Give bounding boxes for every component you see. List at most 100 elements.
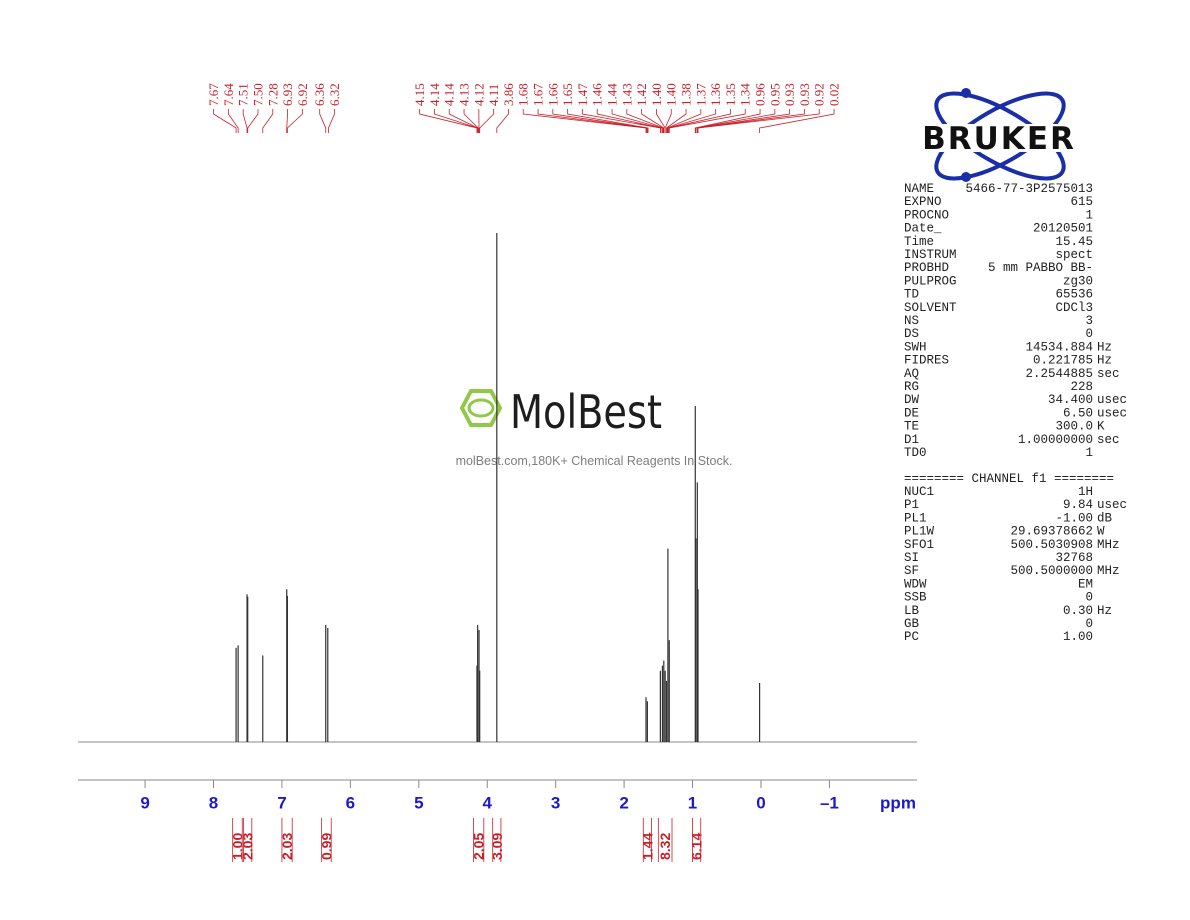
- param-value: 0.221785: [1033, 354, 1093, 368]
- peak-leader: [287, 109, 303, 133]
- peak-leader: [496, 109, 509, 133]
- integral-label: 2.03: [279, 833, 295, 860]
- param-unit: MHz: [1097, 538, 1120, 552]
- param-value: 0: [1085, 591, 1093, 605]
- bruker-logo: BRUKER: [903, 88, 1095, 182]
- param-name: TD: [904, 288, 919, 302]
- param-name: WDW: [904, 577, 927, 591]
- param-value: 0: [1085, 327, 1093, 341]
- peak-label: 7.50: [250, 83, 265, 106]
- param-name: AQ: [904, 367, 919, 381]
- peak-label: 0.92: [812, 83, 827, 106]
- param-unit: sec: [1097, 367, 1120, 381]
- param-value: 228: [1070, 380, 1093, 394]
- peak-label: 4.12: [471, 83, 486, 106]
- peak-label: 1.46: [590, 83, 605, 106]
- param-name: PC: [904, 630, 919, 644]
- x-tick-label: 0: [756, 794, 765, 813]
- peak-label: 7.64: [221, 83, 236, 106]
- param-name: FIDRES: [904, 354, 949, 368]
- integral-bracket: [473, 818, 485, 862]
- peak-leader: [668, 109, 746, 133]
- integral-label: 0.99: [318, 833, 334, 860]
- x-tick-label: 1: [688, 794, 697, 813]
- param-value: 9.84: [1063, 498, 1093, 512]
- peak-label: 0.96: [753, 83, 768, 106]
- param-value: CDCl3: [1055, 301, 1093, 315]
- param-unit: W: [1097, 525, 1105, 539]
- param-name: DW: [904, 393, 920, 407]
- peak-label: 0.93: [782, 83, 797, 106]
- peak-leader: [582, 109, 661, 133]
- param-value: 20120501: [1033, 222, 1093, 236]
- peak-label: 4.14: [442, 83, 457, 106]
- param-unit: usec: [1097, 498, 1127, 512]
- integral-bracket: [281, 818, 293, 862]
- param-name: PL1W: [904, 525, 935, 539]
- param-value: 5 mm PABBO BB-: [988, 261, 1093, 275]
- param-name: NUC1: [904, 485, 934, 499]
- param-value: spect: [1055, 248, 1093, 262]
- peak-leader: [227, 109, 239, 133]
- peak-leader: [696, 109, 791, 133]
- integral-bracket: [657, 818, 673, 862]
- param-value: 1.00000000: [1018, 433, 1093, 447]
- peak-leader: [537, 109, 648, 133]
- integral-bracket: [321, 818, 332, 862]
- x-tick-label: 8: [209, 794, 218, 813]
- param-name: SF: [904, 564, 919, 578]
- peak-label: 1.36: [708, 83, 723, 106]
- param-unit: dB: [1097, 511, 1113, 525]
- param-unit: Hz: [1097, 604, 1112, 618]
- param-value: 0.30: [1063, 604, 1093, 618]
- peak-label: 7.67: [206, 83, 221, 106]
- param-unit: usec: [1097, 393, 1127, 407]
- param-name: TE: [904, 420, 919, 434]
- param-value: -1.00: [1055, 511, 1093, 525]
- x-axis-label: ppm: [880, 794, 916, 813]
- param-name: NAME: [904, 182, 934, 196]
- peak-leader: [667, 109, 717, 133]
- peak-label: 1.35: [723, 83, 738, 106]
- logo-text: BRUKER: [922, 121, 1076, 157]
- param-name: P1: [904, 498, 919, 512]
- peak-label: 1.65: [560, 83, 575, 106]
- integral-label: 1.00: [229, 833, 245, 860]
- peak-leader: [666, 109, 702, 133]
- param-name: SOLVENT: [904, 301, 957, 315]
- peak-label: 7.51: [236, 83, 251, 106]
- peak-label: 1.43: [619, 83, 634, 106]
- param-value: 14534.884: [1025, 340, 1093, 354]
- param-unit: sec: [1097, 433, 1120, 447]
- param-name: Date_: [904, 222, 942, 236]
- param-value: 65536: [1055, 288, 1093, 302]
- watermark-icon: [467, 398, 495, 418]
- peak-label: 1.66: [545, 83, 560, 106]
- param-value: 0: [1085, 617, 1093, 631]
- peak-leader: [668, 109, 731, 133]
- peak-label: 4.14: [427, 83, 442, 106]
- peak-label: 4.11: [486, 84, 501, 106]
- logo-orbit: [934, 91, 1066, 181]
- x-tick-label: 3: [551, 794, 560, 813]
- integral-label: 8.32: [657, 833, 673, 860]
- param-value: zg30: [1063, 274, 1093, 288]
- x-tick-label: 9: [140, 794, 149, 813]
- peak-label: 6.92: [295, 83, 310, 106]
- peak-label: 1.68: [516, 83, 531, 106]
- param-name: INSTRUM: [904, 248, 957, 262]
- peak-label: 7.28: [265, 83, 280, 106]
- param-value: 1.00: [1063, 630, 1093, 644]
- peak-label: 0.93: [797, 83, 812, 106]
- integral-label: 1.44: [639, 833, 655, 860]
- peak-leader: [522, 109, 647, 133]
- watermark-title: MolBest: [510, 385, 662, 439]
- watermark: MolBest molBest.com,180K+ Chemical Reage…: [456, 385, 733, 468]
- peak-label: 4.13: [457, 83, 472, 106]
- peak-leader: [262, 109, 274, 133]
- logo-dot: [961, 172, 971, 182]
- peak-leader: [463, 109, 479, 133]
- param-name: D1: [904, 433, 919, 447]
- peak-label: 1.38: [679, 83, 694, 106]
- param-unit: K: [1097, 420, 1105, 434]
